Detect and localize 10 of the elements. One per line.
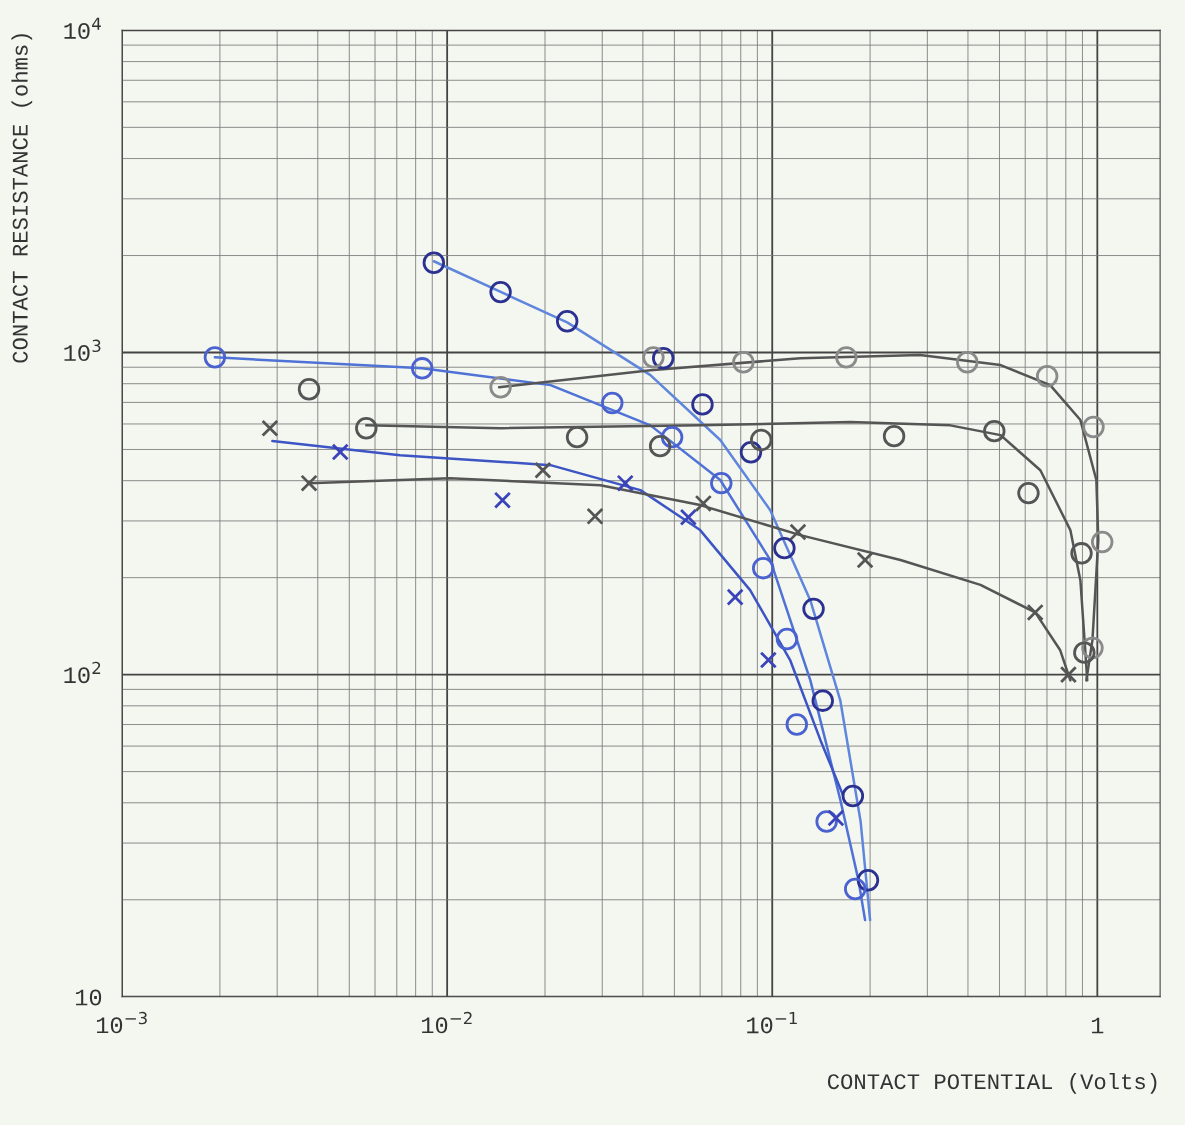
y-tick-label: 10$^{4}$: [64, 17, 101, 39]
x-tick-label: 10$^{−1}$: [747, 1012, 797, 1034]
x-axis-title: CONTACT POTENTIAL (Volts): [827, 1072, 1157, 1094]
x-tick-label: 10$^{−3}$: [96, 1011, 147, 1034]
y-tick-label: 10$^{3}$: [64, 339, 101, 362]
y-tick-label: 10$^{2}$: [64, 661, 101, 684]
x-tick-label: 1: [1091, 1017, 1104, 1034]
x-tick-label: 10$^{−2}$: [422, 1011, 472, 1034]
y-axis-title: CONTACT RESISTANCE (ohms): [11, 34, 33, 363]
y-tick-label: 10: [75, 989, 102, 1006]
